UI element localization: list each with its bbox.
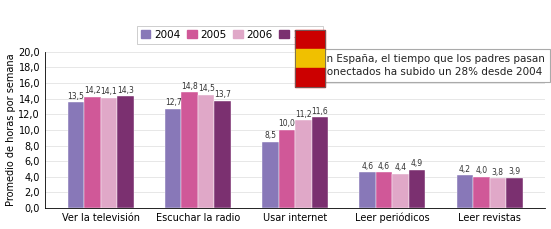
- Text: 14,5: 14,5: [198, 84, 214, 93]
- Bar: [295, 68, 325, 87]
- Text: 4,2: 4,2: [459, 165, 471, 174]
- Bar: [376, 172, 392, 208]
- Bar: [214, 101, 231, 208]
- Legend: 2004, 2005, 2006, 2007: 2004, 2005, 2006, 2007: [137, 26, 323, 44]
- Bar: [181, 92, 198, 208]
- Bar: [506, 177, 523, 208]
- Text: 11,6: 11,6: [311, 107, 328, 116]
- Bar: [359, 172, 376, 208]
- Text: 14,8: 14,8: [181, 82, 198, 91]
- Text: 12,7: 12,7: [165, 98, 181, 107]
- Bar: [68, 103, 84, 208]
- Text: 11,2: 11,2: [295, 110, 312, 119]
- Y-axis label: Promedio de horas por semana: Promedio de horas por semana: [6, 54, 15, 206]
- Bar: [295, 120, 312, 208]
- Bar: [101, 98, 117, 208]
- Text: 3,9: 3,9: [509, 167, 521, 176]
- Text: 3,8: 3,8: [492, 168, 504, 177]
- Bar: [117, 96, 134, 208]
- Bar: [165, 109, 181, 208]
- Bar: [312, 117, 328, 208]
- Text: 14,1: 14,1: [100, 87, 117, 96]
- Text: 8,5: 8,5: [264, 131, 277, 140]
- Text: 4,4: 4,4: [395, 163, 407, 172]
- Text: 4,9: 4,9: [411, 159, 423, 168]
- Text: 4,0: 4,0: [476, 166, 488, 175]
- Text: 13,7: 13,7: [214, 90, 231, 99]
- Bar: [198, 95, 214, 208]
- Bar: [457, 175, 473, 208]
- Text: 13,5: 13,5: [67, 92, 84, 101]
- Bar: [295, 49, 325, 68]
- Bar: [84, 97, 101, 208]
- Text: 14,2: 14,2: [84, 86, 101, 95]
- Bar: [490, 178, 506, 208]
- Bar: [392, 174, 409, 208]
- Bar: [409, 170, 425, 208]
- Bar: [279, 130, 295, 208]
- Bar: [295, 30, 325, 49]
- Text: 10,0: 10,0: [278, 119, 295, 128]
- Bar: [262, 142, 279, 208]
- Bar: [473, 177, 490, 208]
- Text: 14,3: 14,3: [117, 86, 134, 95]
- Text: 4,6: 4,6: [378, 161, 390, 171]
- Text: 4,6: 4,6: [361, 161, 374, 171]
- Text: En España, el tiempo que los padres pasan
conectados ha subido un 28% desde 2004: En España, el tiempo que los padres pasa…: [320, 54, 544, 77]
